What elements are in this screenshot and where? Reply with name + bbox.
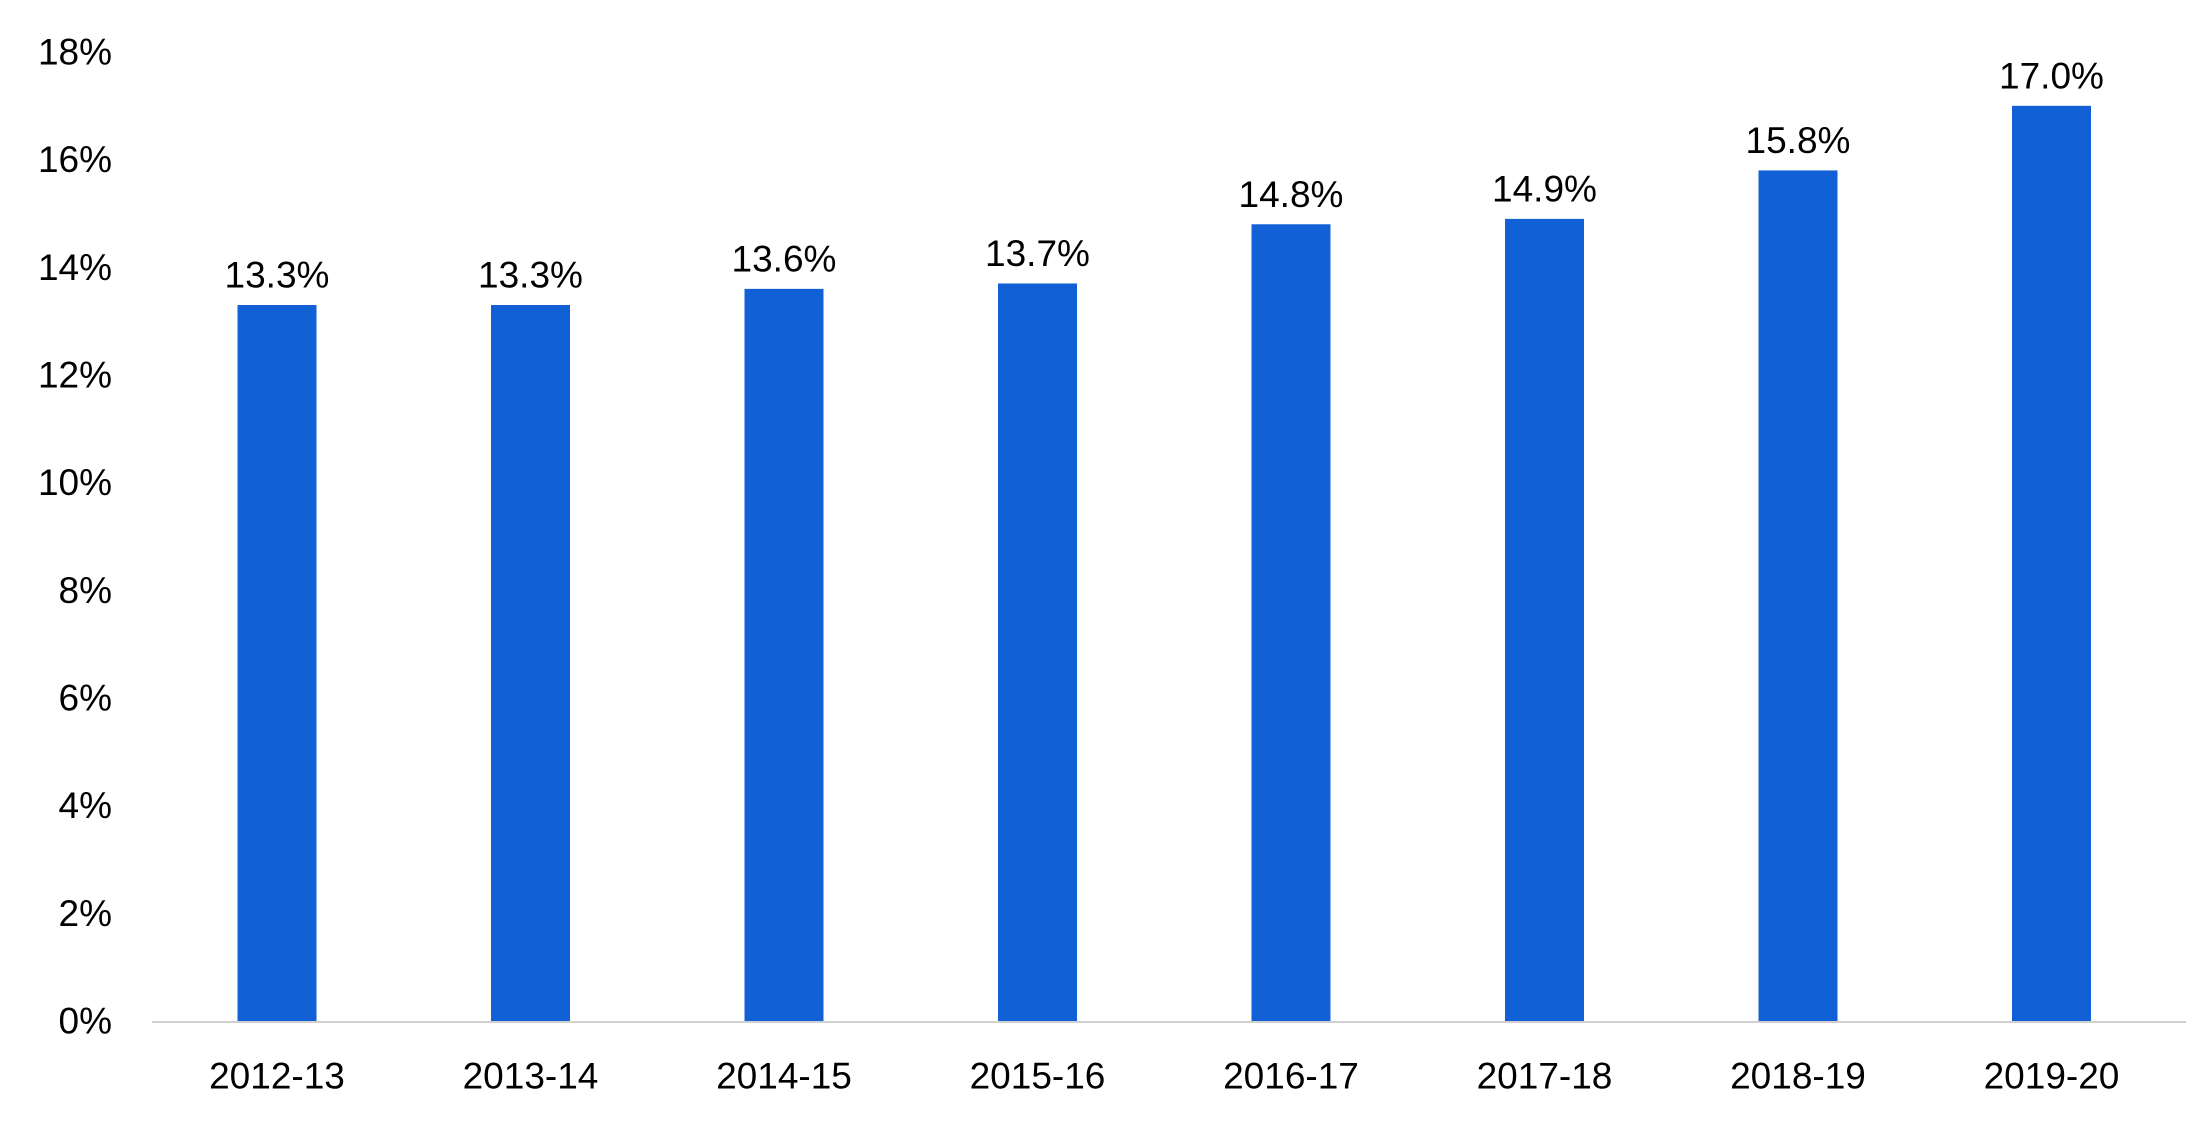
bar	[2012, 105, 2091, 1022]
x-axis-tick-labels: 2012-13 2013-14 2014-15 2015-16 2016-17 2017-…	[209, 1056, 2119, 1097]
bar	[1758, 170, 1838, 1021]
y-tick-label: 6%	[59, 678, 112, 719]
bar	[1505, 218, 1584, 1022]
bar-data-label: 13.6%	[732, 238, 837, 279]
x-tick-label: 2017-18	[1477, 1056, 1613, 1097]
bar	[1251, 224, 1331, 1021]
x-tick-label: 2012-13	[209, 1056, 345, 1097]
y-tick-label: 0%	[59, 1001, 112, 1042]
bar-data-label: 15.8%	[1746, 120, 1851, 161]
bar	[998, 283, 1077, 1021]
y-tick-label: 4%	[59, 785, 112, 826]
bar-data-label: 14.8%	[1239, 174, 1344, 215]
bars	[237, 105, 2091, 1022]
y-tick-label: 18%	[38, 32, 112, 73]
y-tick-label: 2%	[59, 893, 112, 934]
bar	[237, 305, 317, 1021]
x-tick-label: 2018-19	[1730, 1056, 1866, 1097]
bar	[491, 305, 570, 1021]
y-tick-label: 10%	[38, 462, 112, 503]
bar-data-label: 13.3%	[225, 255, 330, 296]
bar-data-labels: 13.3% 13.3% 13.6% 13.7% 14.8% 14.9% 15.8% 17.0%	[225, 55, 2104, 295]
x-tick-label: 2013-14	[463, 1056, 599, 1097]
x-tick-label: 2015-16	[970, 1056, 1106, 1097]
x-tick-label: 2019-20	[1984, 1056, 2120, 1097]
y-tick-label: 12%	[38, 355, 112, 396]
x-tick-label: 2014-15	[716, 1056, 852, 1097]
bar-data-label: 14.9%	[1492, 168, 1597, 209]
y-tick-label: 14%	[38, 247, 112, 288]
y-axis-tick-labels: 0% 2% 4% 6% 8% 10% 12% 14% 16% 18%	[38, 32, 112, 1042]
bar	[744, 288, 824, 1021]
y-tick-label: 16%	[38, 139, 112, 180]
bar-data-label: 13.7%	[985, 233, 1090, 274]
bar-data-label: 13.3%	[478, 255, 583, 296]
bar-data-label: 17.0%	[1999, 55, 2104, 96]
y-tick-label: 8%	[59, 570, 112, 611]
x-tick-label: 2016-17	[1223, 1056, 1359, 1097]
